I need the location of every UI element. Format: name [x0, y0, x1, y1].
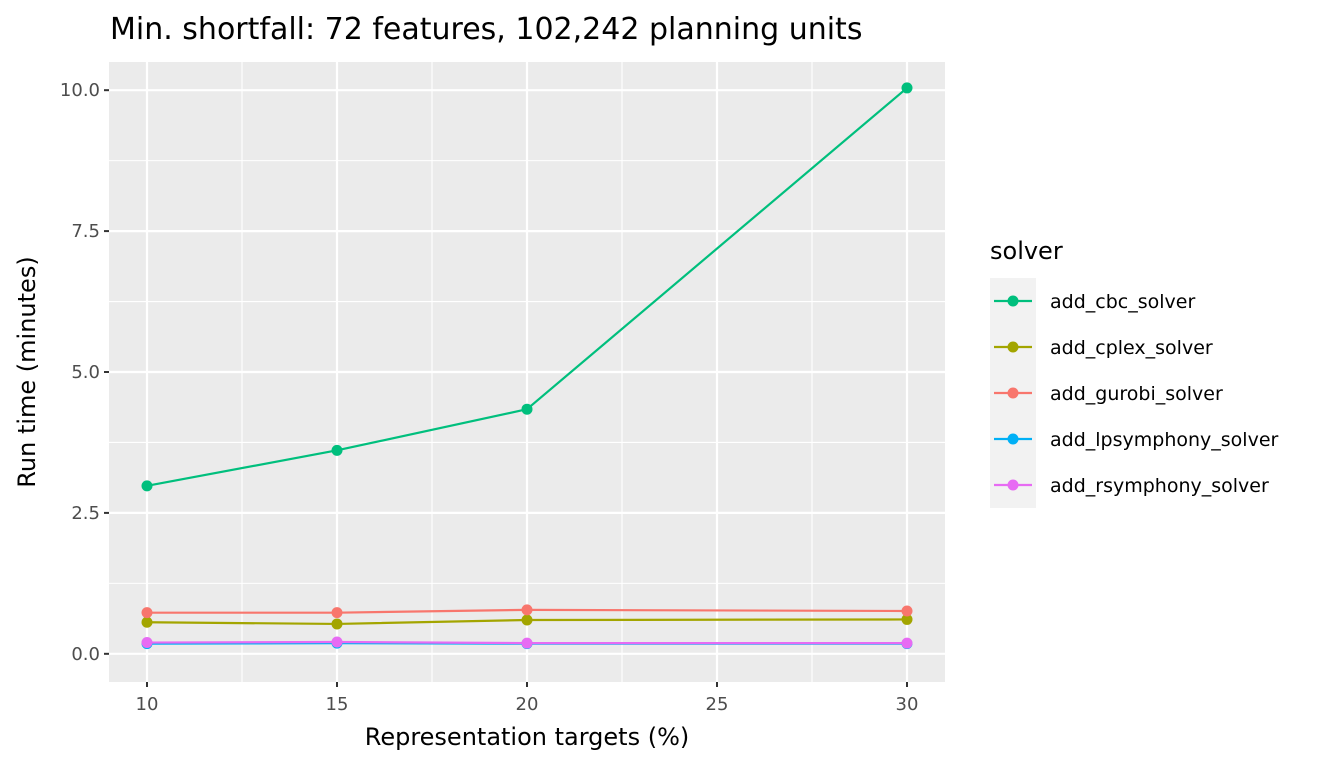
- series-point-add_cbc_solver: [521, 403, 533, 415]
- y-axis: 0.0 2.5 5.0 7.5 10.0: [60, 80, 109, 665]
- y-tick-label: 7.5: [71, 221, 100, 242]
- series-point-add_cbc_solver: [331, 444, 343, 456]
- legend-label: add_cbc_solver: [1050, 291, 1195, 313]
- y-tick-label: 2.5: [71, 503, 100, 524]
- series-line-add_rsymphony_solver: [146, 640, 907, 645]
- series-point-add_cplex_solver: [901, 613, 913, 625]
- y-axis-title: Run time (minutes): [13, 256, 41, 487]
- series-line-add_gurobi_solver: [147, 608, 908, 614]
- series-point-add_rsymphony_solver: [331, 636, 343, 648]
- chart-title: Min. shortfall: 72 features, 102,242 pla…: [110, 12, 862, 47]
- legend-key-point: [1007, 341, 1019, 353]
- series-point-add_gurobi_solver: [521, 604, 533, 616]
- x-axis: 10 15 20 25 30: [136, 682, 919, 715]
- series-line-add_cplex_solver: [146, 618, 908, 626]
- series-point-add_cplex_solver: [521, 614, 533, 626]
- series-point-add_gurobi_solver: [901, 605, 913, 617]
- legend-key-point: [1007, 479, 1019, 491]
- legend-label: add_rsymphony_solver: [1050, 475, 1269, 497]
- series-point-add_gurobi_solver: [141, 607, 153, 619]
- legend-label: add_cplex_solver: [1050, 337, 1213, 359]
- legend-label: add_gurobi_solver: [1050, 383, 1223, 405]
- y-tick-label: 5.0: [71, 362, 100, 383]
- legend-label: add_lpsymphony_solver: [1050, 429, 1279, 451]
- series-point-add_rsymphony_solver: [521, 637, 533, 649]
- x-tick-label: 20: [516, 694, 539, 715]
- y-tick-label: 10.0: [60, 80, 100, 101]
- legend: solver add_cbc_solveradd_cplex_solveradd…: [990, 237, 1279, 508]
- x-tick-label: 15: [326, 694, 349, 715]
- series-line-add_cbc_solver: [146, 87, 908, 487]
- x-tick-label: 30: [896, 694, 919, 715]
- series-point-add_cplex_solver: [331, 618, 343, 630]
- legend-items: add_cbc_solver add_cplex_solver add_gurobi…: [990, 278, 1279, 508]
- series-layer: [141, 82, 913, 650]
- y-tick-label: 0.0: [71, 644, 100, 665]
- series-point-add_cbc_solver: [901, 82, 913, 94]
- series-point-add_rsymphony_solver: [141, 637, 153, 649]
- major-gridlines: [109, 62, 945, 682]
- legend-key-point: [1007, 433, 1019, 445]
- x-tick-label: 25: [706, 694, 729, 715]
- x-tick-label: 10: [136, 694, 159, 715]
- legend-key-point: [1007, 387, 1019, 399]
- legend-title: solver: [990, 237, 1063, 265]
- legend-key-point: [1007, 295, 1019, 307]
- x-axis-title: Representation targets (%): [365, 723, 690, 751]
- series-point-add_cplex_solver: [141, 616, 153, 628]
- series-point-add_cbc_solver: [141, 480, 153, 492]
- series-point-add_gurobi_solver: [331, 607, 343, 619]
- series-point-add_rsymphony_solver: [901, 637, 913, 649]
